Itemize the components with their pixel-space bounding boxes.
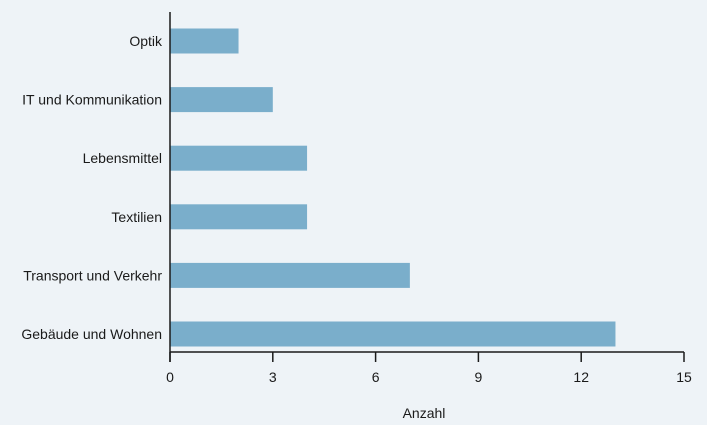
category-label: Textilien <box>111 209 162 225</box>
category-label: Transport und Verkehr <box>23 267 162 283</box>
x-tick-label: 3 <box>269 369 277 385</box>
bar-3 <box>170 204 308 230</box>
bars-layer <box>170 28 616 347</box>
bar-5 <box>170 321 616 347</box>
bar-1 <box>170 87 273 113</box>
x-tick-label: 12 <box>573 369 589 385</box>
x-axis-ticks: 0 3 6 9 12 15 <box>166 352 692 385</box>
bar-2 <box>170 145 308 171</box>
category-label: Gebäude und Wohnen <box>21 326 162 342</box>
category-label: IT und Kommunikation <box>22 92 162 108</box>
bar-0 <box>170 28 239 54</box>
category-label: Lebensmittel <box>83 150 162 166</box>
x-tick-label: 0 <box>166 369 174 385</box>
x-tick-label: 6 <box>372 369 380 385</box>
category-labels: Optik IT und Kommunikation Lebensmittel Tex… <box>21 33 163 342</box>
x-tick-label: 15 <box>676 369 692 385</box>
x-axis-title: Anzahl <box>403 405 446 421</box>
x-tick-label: 9 <box>475 369 483 385</box>
category-label: Optik <box>129 33 163 49</box>
bar-4 <box>170 262 410 288</box>
